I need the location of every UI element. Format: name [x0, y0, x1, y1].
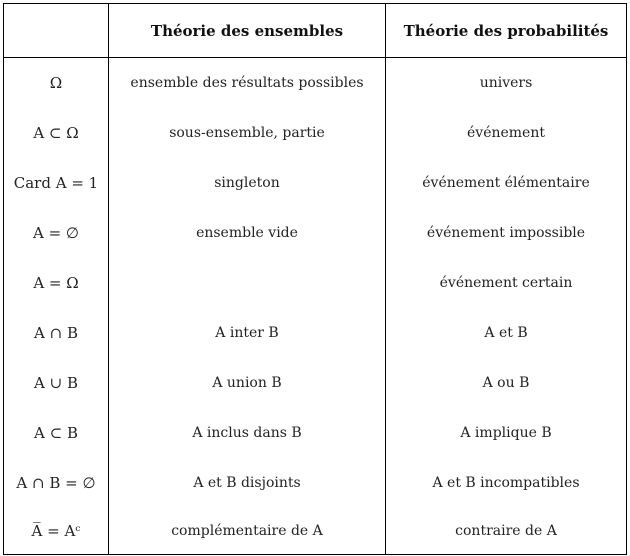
probabilites-cell: A et B [385, 308, 627, 358]
header-row: Théorie des ensembles Théorie des probab… [3, 3, 627, 58]
notation-cell: A = Ω [3, 258, 109, 308]
table-row: A = Ω événement certain [3, 258, 627, 308]
header-ensembles: Théorie des ensembles [108, 3, 386, 58]
probabilites-cell: A et B incompatibles [385, 458, 627, 508]
ensembles-cell: A et B disjoints [108, 458, 386, 508]
notation-cell: A ∪ B [3, 358, 109, 408]
probabilites-cell: contraire de A [385, 508, 627, 555]
table-row: A ∩ B = ∅ A et B disjoints A et B incompat… [3, 458, 627, 508]
notation-cell: A ⊂ B [3, 408, 109, 458]
probabilites-cell: A implique B [385, 408, 627, 458]
notation-cell: Ω [3, 57, 109, 108]
ensembles-cell [108, 258, 386, 308]
probabilites-cell: univers [385, 57, 627, 108]
notation-cell: A ∩ B = ∅ [3, 458, 109, 508]
notation-cell: A = ∅ [3, 208, 109, 258]
notation-cell: A̅ = Aᶜ [3, 508, 109, 555]
table-row: A = ∅ ensemble vide événement impossible [3, 208, 627, 258]
ensembles-cell: sous-ensemble, partie [108, 108, 386, 158]
ensembles-cell: ensemble des résultats possibles [108, 57, 386, 108]
header-probabilites: Théorie des probabilités [385, 3, 627, 58]
ensembles-cell: ensemble vide [108, 208, 386, 258]
probabilites-cell: A ou B [385, 358, 627, 408]
ensembles-cell: A inter B [108, 308, 386, 358]
table-row: Card A = 1 singleton événement élémentaire [3, 158, 627, 208]
ensembles-cell: singleton [108, 158, 386, 208]
header-notation [3, 3, 109, 58]
probabilites-cell: événement certain [385, 258, 627, 308]
ensembles-cell: A inclus dans B [108, 408, 386, 458]
ensembles-cell: complémentaire de A [108, 508, 386, 555]
notation-cell: A ⊂ Ω [3, 108, 109, 158]
probabilites-cell: événement élémentaire [385, 158, 627, 208]
notation-cell: Card A = 1 [3, 158, 109, 208]
probabilites-cell: événement [385, 108, 627, 158]
probabilites-cell: événement impossible [385, 208, 627, 258]
notation-cell: A ∩ B [3, 308, 109, 358]
correspondence-table: Théorie des ensembles Théorie des probab… [3, 3, 627, 555]
ensembles-cell: A union B [108, 358, 386, 408]
